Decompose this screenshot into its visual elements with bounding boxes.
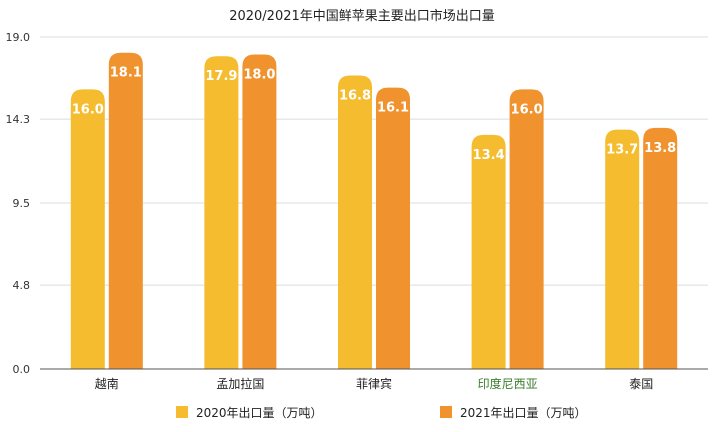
axes: 0.0 4.8 9.5 14.3 19.0 越南 孟加拉国 菲律宾 印度尼西亚 泰国: [6, 31, 708, 391]
bar: [376, 87, 410, 370]
legend: 2020年出口量（万吨） 2021年出口量（万吨）: [176, 406, 587, 420]
chart-title: 2020/2021年中国鲜苹果主要出口市场出口量: [229, 8, 495, 24]
data-label: 18.1: [110, 66, 142, 81]
data-labels: 16.0 18.1 17.9 18.0 16.8 16.1 13.4 16.0 13.7 13.8: [72, 66, 676, 163]
x-tick-label: 印度尼西亚: [478, 376, 538, 391]
data-label: 13.8: [644, 141, 676, 156]
y-tick-label: 19.0: [6, 31, 31, 44]
bar: [471, 134, 506, 369]
x-tick-label: 孟加拉国: [216, 376, 264, 391]
data-label: 16.0: [511, 102, 543, 117]
data-label: 16.0: [72, 102, 104, 117]
data-label: 13.7: [606, 143, 638, 158]
gridlines: [40, 36, 708, 286]
legend-label: 2020年出口量（万吨）: [196, 406, 323, 420]
y-tick-label: 9.5: [13, 197, 31, 210]
x-tick-label: 泰国: [629, 377, 653, 391]
bar: [70, 89, 105, 369]
bar: [643, 127, 678, 369]
bar: [605, 129, 640, 369]
bar: [338, 75, 372, 369]
legend-label: 2021年出口量（万吨）: [460, 406, 587, 420]
data-label: 18.0: [243, 67, 275, 82]
x-tick-label: 越南: [95, 376, 119, 391]
data-label: 13.4: [473, 148, 505, 163]
y-tick-label: 0.0: [13, 363, 31, 376]
legend-swatch: [176, 406, 188, 418]
data-label: 16.8: [339, 88, 371, 103]
bar: [204, 56, 239, 369]
bar: [509, 89, 544, 369]
bar: [242, 54, 277, 369]
data-label: 16.1: [377, 101, 409, 116]
x-tick-label: 菲律宾: [356, 376, 392, 391]
y-tick-label: 4.8: [13, 279, 31, 292]
y-tick-label: 14.3: [6, 113, 31, 126]
bar: [108, 52, 143, 369]
legend-swatch: [440, 406, 452, 418]
data-label: 17.9: [205, 69, 237, 84]
bars: [70, 52, 678, 370]
